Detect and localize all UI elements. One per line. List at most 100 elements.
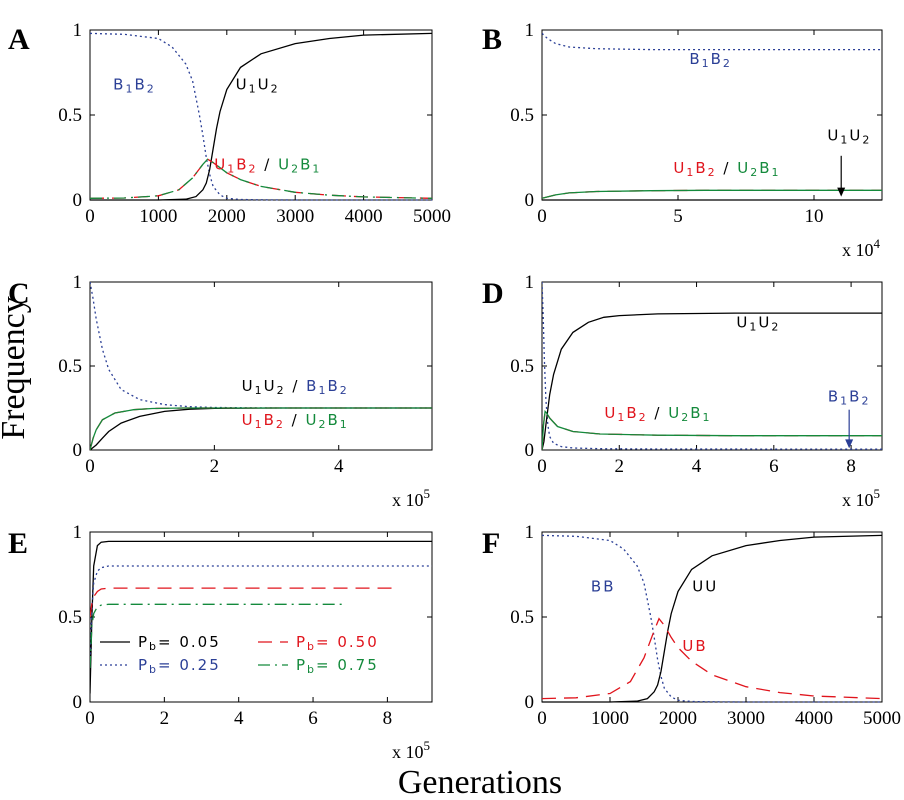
x-tick-label: 2 [210, 456, 220, 477]
panel-letter: A [8, 23, 30, 56]
y-tick-label: 0 [73, 190, 83, 211]
arrow-head [837, 187, 846, 197]
plot-frame [541, 531, 883, 703]
series-line-u2b1 [542, 189, 882, 199]
x-tick-label: 4 [234, 708, 244, 729]
x-tick-label: 4000 [345, 206, 383, 227]
legend-label-pb050: Pb= 0.50 [296, 633, 379, 653]
series-group [90, 540, 432, 694]
series-line-u2b1 [542, 409, 882, 451]
x-tick-label: 6 [769, 456, 779, 477]
panel-a: A 0 0.5 1 0 1000 2000 3000 4000 5000 B1B2 U1U2 U1B2 … [8, 20, 451, 227]
series-line-pb050 [90, 587, 395, 618]
panel-c: C 0 0.5 1 0 2 4 x 105 U1U2 / B1B2 U1B2 / U2B1 [8, 272, 433, 510]
y-tick-label: 1 [525, 272, 535, 293]
series-line-b1b2 [90, 32, 432, 201]
x-tick-label: 4 [692, 456, 702, 477]
series-annotation: U1U2 [736, 313, 780, 333]
series-annotation: BB [591, 578, 616, 596]
x-tick-label: 0 [85, 708, 95, 729]
series-line-u2b1 [90, 158, 432, 199]
x-tick-label: 1000 [591, 708, 629, 729]
x-tick-label: 10 [805, 206, 824, 227]
y-tick-label: 0.5 [510, 105, 534, 126]
x-tick-label: 3000 [727, 708, 765, 729]
panel-letter: D [482, 277, 504, 310]
plot-frame [89, 29, 433, 201]
y-tick-label: 0 [73, 692, 83, 713]
panel-f: F 0 0.5 1 0 1000 2000 3000 4000 5000 BB UU UB [482, 522, 901, 729]
arrow-head [845, 439, 854, 449]
series-annotation: UB [682, 637, 707, 655]
x-tick-label: 4000 [795, 708, 833, 729]
series-group [542, 32, 882, 201]
series-group [542, 281, 882, 451]
y-tick-label: 0.5 [510, 356, 534, 377]
y-tick-label: 0 [525, 440, 535, 461]
figure-ylabel: Frequency [0, 296, 32, 440]
plot-frame [541, 281, 883, 451]
series-line-u1u2 [90, 32, 432, 201]
x-axis-multiplier: x 105 [392, 738, 430, 762]
x-tick-label: 3000 [276, 206, 314, 227]
series-annotation: B1B2 [113, 76, 156, 96]
x-tick-label: 2 [160, 708, 170, 729]
panel-e: E 0 0.5 1 0 2 4 6 8 x 105 Pb= 0.05 Pb= 0.50 Pb= 0.25… [8, 522, 433, 762]
y-tick-label: 0 [73, 440, 83, 461]
panel-letter: B [482, 23, 502, 56]
panel-letter: C [8, 277, 30, 310]
series-annotation: B1B2 [828, 387, 871, 407]
series-annotation: U1B2 / U2B1 [604, 404, 711, 424]
y-tick-label: 0.5 [58, 105, 82, 126]
series-annotation: U1B2 / U2B1 [673, 159, 780, 179]
legend: Pb= 0.05 Pb= 0.50 Pb= 0.25 Pb= 0.75 [100, 633, 379, 676]
y-tick-label: 0.5 [58, 356, 82, 377]
legend-label-pb075: Pb= 0.75 [296, 656, 379, 676]
series-group [90, 281, 432, 451]
x-tick-label: 8 [846, 456, 856, 477]
x-tick-label: 6 [308, 708, 318, 729]
x-tick-label: 5000 [413, 206, 451, 227]
x-tick-label: 5 [673, 206, 683, 227]
series-group [90, 32, 432, 201]
x-tick-label: 5000 [863, 708, 901, 729]
legend-label-pb025: Pb= 0.25 [138, 656, 221, 676]
y-tick-label: 1 [525, 522, 535, 543]
panel-d: D 0 0.5 1 0 2 4 6 8 x 105 U1U2 U1B2 / U2B1 B1B2 [482, 272, 883, 510]
x-axis-multiplier: x 105 [842, 486, 880, 510]
series-annotation: U1U2 [827, 127, 871, 147]
series-line-uu [542, 534, 882, 703]
series-line-u1b2 [542, 409, 882, 451]
plot-frame [89, 531, 433, 703]
x-tick-label: 0 [537, 206, 547, 227]
y-tick-label: 1 [525, 20, 535, 41]
panel-letter: E [8, 527, 28, 560]
x-tick-label: 2000 [208, 206, 246, 227]
x-axis-multiplier: x 104 [842, 236, 881, 260]
x-tick-label: 0 [537, 456, 547, 477]
panel-letter: F [482, 527, 500, 560]
y-tick-label: 1 [73, 272, 83, 293]
series-annotation: U1U2 / B1B2 [242, 377, 349, 397]
x-tick-label: 1000 [139, 206, 177, 227]
x-axis-multiplier: x 105 [392, 486, 430, 510]
series-group [542, 534, 882, 703]
x-tick-label: 4 [334, 456, 344, 477]
x-tick-label: 2000 [659, 708, 697, 729]
y-tick-label: 0.5 [58, 607, 82, 628]
x-tick-label: 0 [537, 708, 547, 729]
series-line-b1b2 [542, 32, 882, 51]
x-tick-label: 8 [383, 708, 393, 729]
series-annotation: U1B2 / U2B1 [242, 411, 349, 431]
series-line-b1b2 [542, 281, 882, 450]
series-line-bb [542, 534, 882, 703]
series-line-u1u2 [542, 312, 882, 451]
y-tick-label: 0.5 [510, 607, 534, 628]
x-tick-label: 2 [615, 456, 625, 477]
series-annotation: U1U2 [236, 76, 280, 96]
series-line-ub [542, 617, 882, 700]
series-annotation: UU [692, 578, 718, 596]
